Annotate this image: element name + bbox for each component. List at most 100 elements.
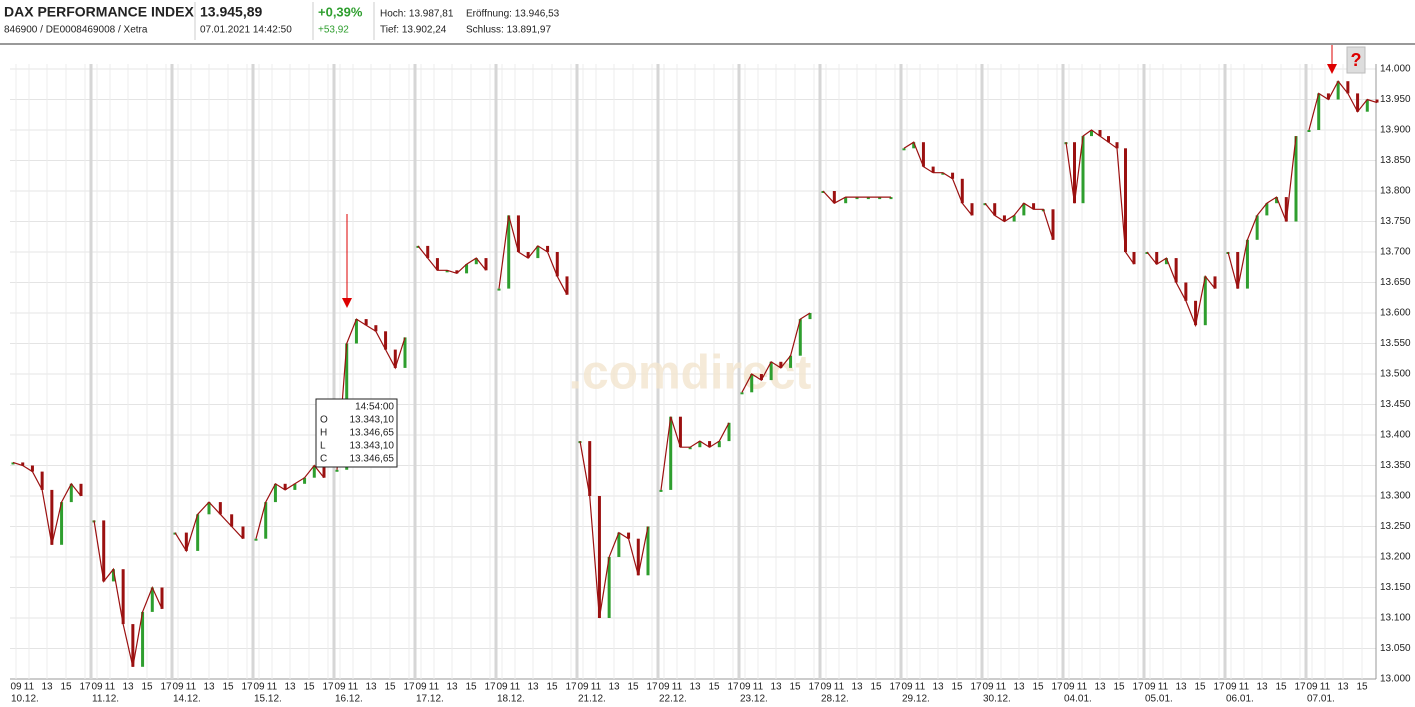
x-tick-label: 09 — [820, 682, 832, 693]
candle — [497, 288, 501, 291]
candle — [617, 532, 621, 557]
candle — [832, 191, 836, 204]
x-tick-label: 11 — [996, 682, 1007, 693]
x-tick-label: 15 — [1356, 682, 1368, 693]
x-tick-label: 15 — [708, 682, 720, 693]
date-label: 10.12. — [11, 694, 39, 705]
x-tick-label: 17 — [241, 682, 253, 693]
candle — [627, 532, 631, 539]
candle — [889, 197, 893, 200]
x-tick-label: 13 — [608, 682, 620, 693]
y-tick-label: 13.900 — [1380, 125, 1411, 136]
price-line — [12, 461, 82, 545]
x-tick-label: 15 — [951, 682, 963, 693]
candle — [79, 483, 83, 496]
candle — [678, 416, 682, 448]
price: 13.945,89 — [200, 4, 262, 20]
x-tick-label: 11 — [24, 682, 35, 693]
x-tick-label: 09 — [253, 682, 265, 693]
candle — [789, 355, 793, 368]
x-tick-label: 11 — [186, 682, 197, 693]
x-tick-label: 13 — [1256, 682, 1268, 693]
y-tick-label: 13.300 — [1380, 491, 1411, 502]
candle — [1051, 209, 1055, 240]
candle — [769, 361, 773, 381]
candle — [588, 441, 592, 496]
candle — [1365, 99, 1369, 112]
x-tick-label: 13 — [284, 682, 296, 693]
candle — [1194, 300, 1198, 326]
candle — [1236, 252, 1240, 289]
price-line — [984, 202, 1054, 240]
x-tick-label: 11 — [834, 682, 845, 693]
x-tick-label: 17 — [646, 682, 658, 693]
x-tick-label: 15 — [465, 682, 477, 693]
candle — [1124, 148, 1127, 252]
candle — [708, 441, 712, 448]
candle — [597, 496, 601, 618]
candle — [196, 514, 200, 551]
candle — [273, 483, 277, 503]
candle — [507, 215, 511, 289]
date-label: 11.12. — [92, 694, 119, 705]
price-line — [903, 141, 973, 216]
candle — [546, 245, 550, 252]
x-tick-label: 11 — [267, 682, 278, 693]
date-label: 17.12. — [416, 694, 444, 705]
y-tick-label: 13.950 — [1380, 94, 1411, 105]
candle — [218, 502, 222, 515]
candle — [293, 483, 297, 490]
candle — [1164, 258, 1168, 265]
candle — [808, 313, 812, 320]
candle — [1245, 239, 1249, 289]
tooltip: 14:54:00 O 13.343,10 H 13.346,65 L 13.343,10 C 1… — [315, 398, 398, 468]
help-button[interactable] — [1346, 46, 1366, 74]
change-abs: +53,92 — [318, 25, 349, 36]
y-tick-label: 13.600 — [1380, 308, 1411, 319]
x-tick-label: 13 — [770, 682, 782, 693]
high: Hoch: 13.987,81 — [380, 9, 454, 20]
x-tick-label: 17 — [889, 682, 901, 693]
candle — [750, 374, 754, 393]
candle — [740, 392, 744, 395]
x-tick-label: 17 — [160, 682, 172, 693]
candle — [1284, 197, 1288, 222]
candle — [69, 483, 73, 503]
y-tick-label: 13.800 — [1380, 186, 1411, 197]
change-pct: +0,39% — [318, 4, 363, 19]
candle — [931, 166, 935, 173]
candle — [1155, 252, 1159, 265]
candle — [866, 197, 870, 200]
candle — [555, 252, 559, 277]
candle — [322, 465, 326, 478]
candle — [40, 471, 44, 490]
candle — [283, 483, 287, 490]
candle — [902, 148, 906, 151]
x-tick-label: 11 — [1320, 682, 1331, 693]
help-icon[interactable]: ? — [1351, 50, 1362, 70]
x-tick-label: 13 — [1337, 682, 1349, 693]
x-tick-label: 13 — [203, 682, 215, 693]
candle — [1275, 197, 1279, 204]
candle — [798, 319, 802, 356]
tooltip-value: 13.346,65 — [350, 428, 395, 439]
y-tick-label: 13.650 — [1380, 277, 1411, 288]
price-line — [822, 190, 891, 204]
candle — [403, 337, 407, 368]
candle — [646, 526, 650, 576]
x-tick-label: 09 — [1144, 682, 1156, 693]
x-tick-label: 11 — [915, 682, 926, 693]
tooltip-box — [315, 398, 398, 468]
price-line — [1065, 129, 1135, 265]
date-label: 30.12. — [983, 694, 1011, 705]
candle — [50, 489, 54, 545]
x-tick-label: 15 — [1032, 682, 1044, 693]
date-label: 21.12. — [578, 694, 606, 705]
candle — [465, 264, 469, 274]
candle — [1203, 276, 1207, 326]
price-line — [498, 215, 568, 295]
y-tick-label: 13.350 — [1380, 460, 1411, 471]
price-line — [417, 245, 487, 275]
tooltip-key: O — [320, 415, 328, 426]
